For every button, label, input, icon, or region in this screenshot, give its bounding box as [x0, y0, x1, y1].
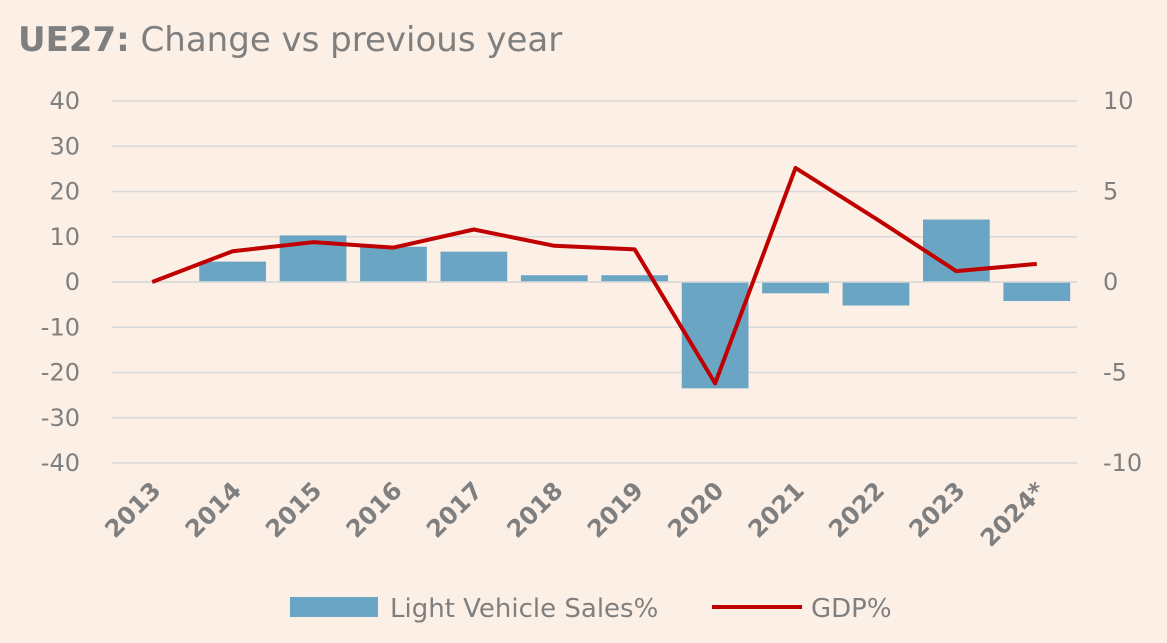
- y-left-tick-label: 40: [49, 87, 80, 115]
- y-left-tick-label: 30: [49, 132, 80, 160]
- bar: [1003, 282, 1071, 302]
- chart-title: UE27: Change vs previous year: [18, 20, 562, 60]
- x-tick-label: 2019: [582, 476, 649, 543]
- x-tick-label: 2017: [421, 476, 488, 543]
- y-right-tick-label: 10: [1103, 87, 1134, 115]
- x-tick-label: 2018: [502, 476, 569, 543]
- x-tick-label: 2021: [743, 476, 810, 543]
- gdp-line: [151, 165, 1037, 386]
- legend-label-gdp: GDP%: [811, 594, 892, 624]
- legend-label-sales: Light Vehicle Sales%: [390, 594, 658, 624]
- bar: [360, 246, 427, 282]
- bar: [440, 251, 508, 282]
- chart-title-bold: UE27:: [18, 20, 130, 60]
- x-tick-label: 2022: [823, 476, 890, 543]
- x-tick-label: 2014: [180, 476, 247, 543]
- x-tick-label: 2024*: [975, 476, 1051, 552]
- y-right-tick-label: 0: [1103, 268, 1118, 296]
- y-right-tick-label: 5: [1103, 178, 1118, 206]
- legend-swatch-sales: [290, 597, 378, 617]
- bar: [681, 282, 749, 389]
- y-left-tick-label: -20: [41, 359, 80, 387]
- y-right-tick-label: -5: [1103, 359, 1127, 387]
- y-left-tick-label: 0: [65, 268, 80, 296]
- x-tick-label: 2015: [260, 476, 327, 543]
- bar: [762, 282, 829, 294]
- bar: [520, 275, 588, 282]
- x-tick-label: 2020: [662, 476, 729, 543]
- bar: [199, 261, 266, 282]
- chart-title-rest: Change vs previous year: [129, 20, 563, 60]
- x-tick-label: 2013: [99, 476, 166, 543]
- y-left-tick-label: 20: [49, 178, 80, 206]
- y-left-tick-label: -10: [41, 313, 80, 341]
- y-right-tick-label: -10: [1103, 449, 1142, 477]
- y-left-tick-label: -30: [41, 404, 80, 432]
- y-left-tick-label: -40: [41, 449, 80, 477]
- x-tick-label: 2023: [904, 476, 971, 543]
- y-left-tick-label: 10: [49, 223, 80, 251]
- bar: [601, 275, 669, 282]
- x-tick-label: 2016: [341, 476, 408, 543]
- bar: [842, 282, 910, 306]
